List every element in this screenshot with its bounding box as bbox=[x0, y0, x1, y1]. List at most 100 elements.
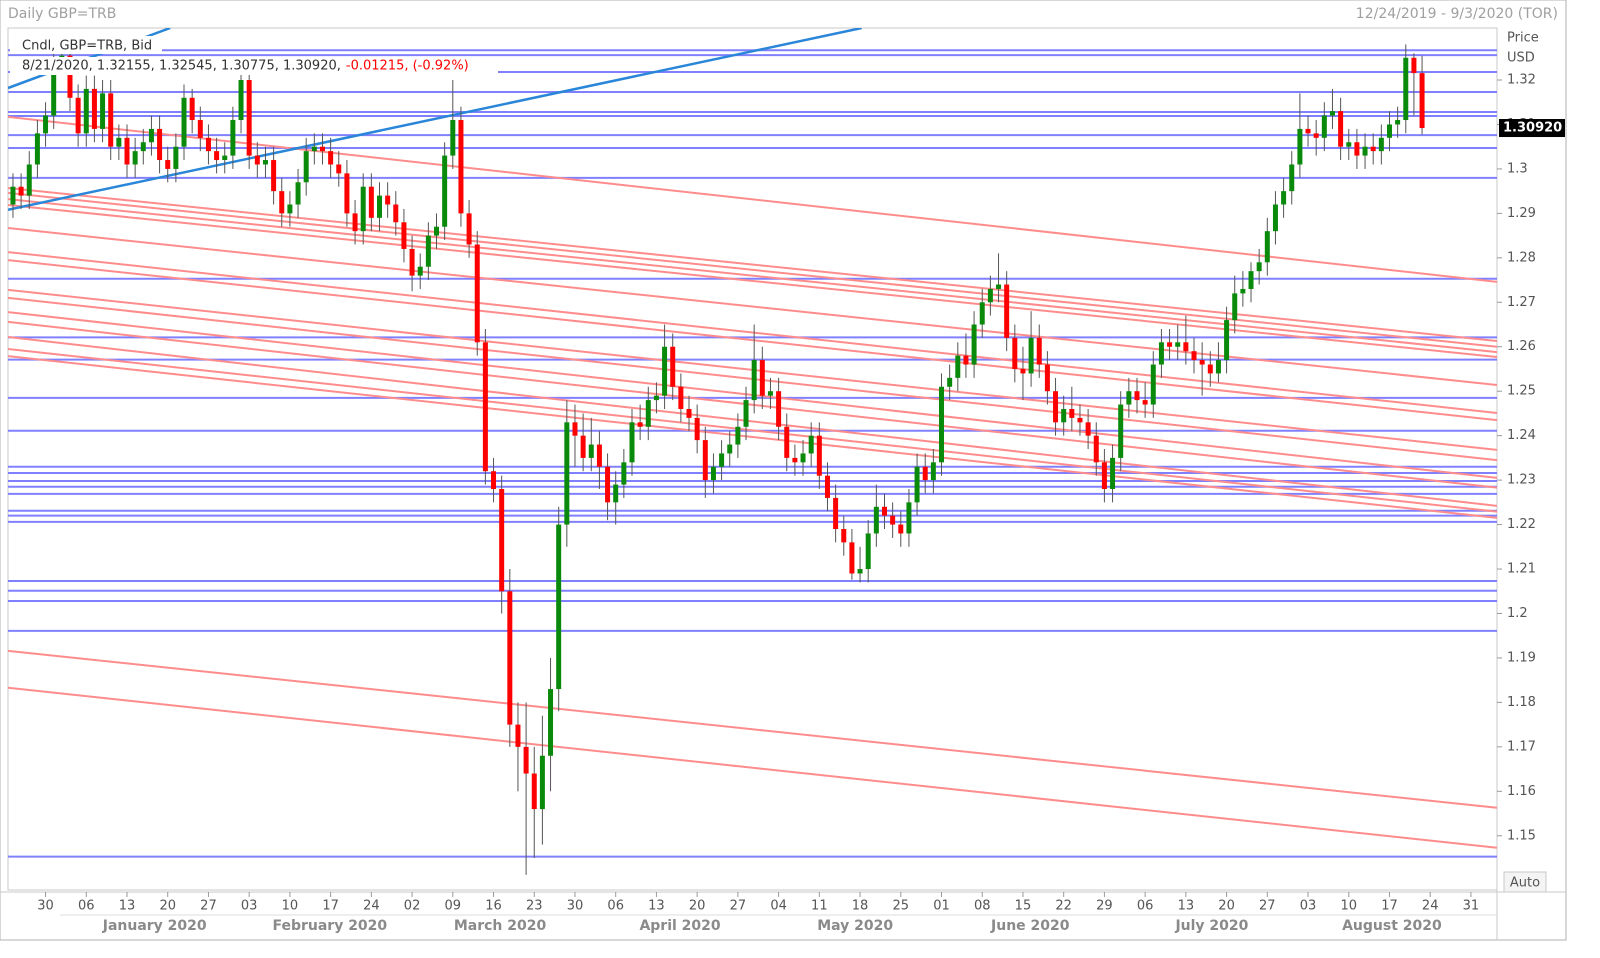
candle-body bbox=[841, 529, 847, 543]
candle-body bbox=[515, 724, 521, 747]
candle-body bbox=[947, 377, 953, 387]
auto-button[interactable] bbox=[1503, 871, 1547, 893]
x-tick-label: 08 bbox=[974, 899, 991, 914]
candle-body bbox=[1175, 342, 1181, 347]
legend-quote: 8/21/2020, 1.32155, 1.32545, 1.30775, 1.… bbox=[22, 59, 341, 74]
candle-body bbox=[279, 191, 285, 214]
trend-line bbox=[8, 187, 1497, 342]
trend-line bbox=[8, 203, 1497, 358]
x-tick-label: 02 bbox=[404, 899, 421, 914]
x-tick-label: 10 bbox=[1340, 899, 1357, 914]
candle-body bbox=[1289, 164, 1295, 192]
candle-body bbox=[1321, 115, 1327, 138]
candle-body bbox=[800, 453, 806, 463]
candle-body bbox=[727, 444, 733, 454]
y-tick-label: 1.25 bbox=[1507, 384, 1536, 399]
x-tick-label: 06 bbox=[78, 899, 95, 914]
candle-body bbox=[1093, 435, 1099, 463]
candle-body bbox=[539, 755, 545, 810]
candle-body bbox=[1386, 124, 1392, 138]
candle-body bbox=[971, 324, 977, 365]
y-tick-label: 1.18 bbox=[1507, 695, 1536, 710]
candle-body bbox=[230, 120, 236, 156]
x-tick-label: 24 bbox=[363, 899, 380, 914]
candle-body bbox=[1411, 57, 1417, 74]
candle-body bbox=[401, 222, 407, 249]
candle-body bbox=[678, 386, 684, 409]
candle-body bbox=[319, 146, 325, 152]
legend-bg bbox=[10, 57, 498, 75]
candle-body bbox=[898, 524, 904, 534]
candle-body bbox=[792, 457, 798, 463]
legend-bg bbox=[10, 36, 162, 54]
candle-body bbox=[906, 502, 912, 534]
candle-body bbox=[1191, 351, 1197, 361]
x-tick-label: 30 bbox=[37, 899, 54, 914]
candle-body bbox=[1061, 408, 1067, 423]
y-axis-title: Price bbox=[1507, 31, 1539, 46]
candle-body bbox=[1199, 360, 1205, 365]
trend-line bbox=[8, 686, 1497, 849]
candle-body bbox=[930, 462, 936, 481]
x-tick-label: 06 bbox=[1137, 899, 1154, 914]
candle-body bbox=[653, 395, 659, 401]
candle-body bbox=[1395, 120, 1401, 125]
candle-body bbox=[165, 160, 171, 169]
candle-body bbox=[75, 97, 81, 134]
candle-body bbox=[1346, 142, 1352, 147]
x-tick-label: 18 bbox=[852, 899, 869, 914]
month-label: May 2020 bbox=[817, 918, 893, 934]
x-tick-label: 10 bbox=[282, 899, 299, 914]
y-tick-label: 1.29 bbox=[1507, 206, 1536, 221]
y-tick-label: 1.21 bbox=[1507, 562, 1536, 577]
candle-body bbox=[743, 400, 749, 427]
x-tick-label: 03 bbox=[1300, 899, 1317, 914]
candle-body bbox=[1085, 422, 1091, 436]
auto-button-label[interactable]: Auto bbox=[1510, 876, 1540, 891]
candle-body bbox=[222, 155, 228, 161]
candle-body bbox=[303, 151, 309, 183]
candle-body bbox=[833, 497, 839, 530]
x-tick-label: 24 bbox=[1422, 899, 1439, 914]
candle-body bbox=[108, 93, 114, 147]
candle-body bbox=[1281, 191, 1287, 205]
candle-body bbox=[588, 444, 594, 458]
candle-body bbox=[26, 164, 32, 196]
candle-body bbox=[613, 484, 619, 503]
y-axis-unit: USD bbox=[1507, 51, 1535, 66]
trend-line bbox=[8, 347, 1497, 513]
candle-body bbox=[376, 195, 382, 218]
candle-body bbox=[881, 506, 887, 516]
candle-body bbox=[523, 746, 529, 774]
candle-body bbox=[645, 400, 651, 427]
candle-body bbox=[368, 186, 374, 218]
candle-body bbox=[1370, 146, 1376, 152]
candle-body bbox=[1378, 137, 1384, 152]
legend-change: -0.01215, (-0.92%) bbox=[346, 59, 469, 74]
trend-line bbox=[8, 649, 1497, 809]
candle-body bbox=[1232, 293, 1238, 321]
x-tick-label: 13 bbox=[648, 899, 665, 914]
x-tick-label: 25 bbox=[893, 899, 910, 914]
candle-body bbox=[1215, 360, 1221, 374]
candle-body bbox=[1044, 364, 1050, 392]
candle-body bbox=[702, 440, 708, 481]
candle-body bbox=[548, 689, 554, 756]
trend-line bbox=[8, 335, 1497, 507]
x-tick-label: 23 bbox=[526, 899, 543, 914]
candle-body bbox=[491, 471, 497, 490]
candle-body bbox=[385, 195, 391, 205]
candle-body bbox=[442, 155, 448, 227]
x-tick-label: 20 bbox=[1218, 899, 1235, 914]
trend-line bbox=[8, 191, 1497, 348]
candle-body bbox=[719, 453, 725, 467]
candle-body bbox=[1362, 146, 1368, 156]
candle-body bbox=[295, 182, 301, 205]
x-tick-label: 27 bbox=[200, 899, 217, 914]
candle-body bbox=[629, 422, 635, 463]
y-tick-label: 1.23 bbox=[1507, 473, 1536, 488]
candle-body bbox=[287, 204, 293, 214]
x-tick-label: 20 bbox=[689, 899, 706, 914]
channel-line bbox=[8, 28, 862, 212]
